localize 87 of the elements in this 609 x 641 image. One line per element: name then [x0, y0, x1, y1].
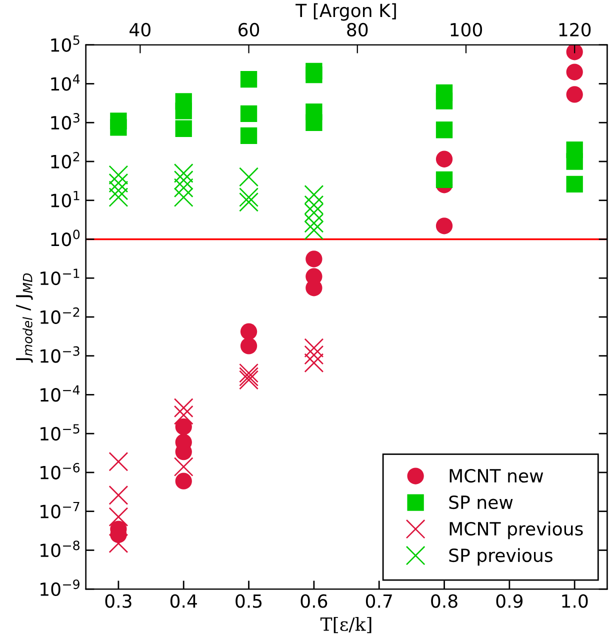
- y-tick-label: 10$^{−6}$: [40, 462, 80, 480]
- x2-tick-label: 80: [347, 22, 368, 37]
- legend-label: SP new: [449, 495, 513, 510]
- legend-label: MCNT previous: [450, 522, 583, 540]
- point: [304, 195, 324, 215]
- x2-tick-label: 40: [130, 22, 150, 37]
- y-tick-label: 10$^{−7}$: [40, 502, 80, 518]
- y-tick-label: 10$^{−4}$: [40, 385, 80, 402]
- point: [108, 165, 128, 185]
- point: [174, 163, 194, 183]
- y-tick-label: 10$^{−8}$: [40, 540, 80, 558]
- point: [239, 167, 258, 187]
- x-tick-label: 1.0: [562, 594, 588, 608]
- point: [306, 114, 322, 131]
- point: [240, 338, 258, 354]
- point: [239, 188, 258, 208]
- point: [304, 184, 324, 204]
- point: [304, 353, 324, 373]
- y-tick-label: 10$^{1}$: [51, 190, 80, 208]
- y-tick-label: 10$^{5}$: [51, 35, 80, 52]
- point: [306, 250, 322, 268]
- point: [108, 485, 128, 505]
- point: [436, 92, 453, 110]
- y-tick-label: 10$^{−1}$: [40, 268, 80, 286]
- point: [108, 507, 128, 527]
- point: [240, 127, 258, 144]
- point: [566, 44, 583, 60]
- point: [566, 86, 583, 103]
- point: [175, 102, 192, 120]
- y-axis-title: J$_{model}$ / J$_{MD}$: [16, 273, 33, 363]
- x2-tick-label: 120: [559, 22, 591, 37]
- y-tick-label: 10$^{−3}$: [40, 346, 80, 363]
- point: [304, 338, 324, 358]
- legend-label: SP previous: [449, 548, 552, 566]
- legend-label: MCNT new: [450, 468, 544, 483]
- point: [436, 150, 453, 168]
- point: [239, 192, 258, 212]
- point: [566, 64, 583, 80]
- point: [436, 122, 453, 138]
- point: [240, 70, 258, 88]
- y-tick-label: 10$^{4}$: [51, 74, 80, 91]
- point: [304, 203, 324, 222]
- point: [239, 370, 258, 390]
- point: [436, 171, 453, 188]
- point: [174, 405, 194, 425]
- point: [108, 534, 128, 554]
- y-tick-label: 10$^{−2}$: [40, 307, 80, 324]
- x2-tick-label: 100: [450, 22, 482, 37]
- point: [174, 188, 194, 208]
- point: [175, 472, 192, 490]
- point: [566, 176, 583, 193]
- y-tick-label: 10$^{2}$: [51, 152, 80, 168]
- x-tick-label: 0.3: [105, 594, 132, 608]
- point: [304, 213, 324, 233]
- x2-tick-label: 60: [238, 22, 260, 37]
- x-tick-label: 0.9: [496, 594, 523, 608]
- x-tick-label: 0.5: [236, 594, 262, 608]
- point: [239, 367, 258, 386]
- point: [174, 398, 194, 418]
- point: [239, 363, 258, 383]
- point: [108, 188, 128, 208]
- y-tick-label: 10$^{0}$: [51, 230, 80, 246]
- x-axis-title: T[ε/k]: [320, 616, 372, 634]
- point: [175, 418, 192, 436]
- point: [304, 345, 324, 365]
- point: [175, 120, 192, 137]
- point: [174, 170, 194, 190]
- point: [240, 323, 258, 340]
- point: [174, 457, 194, 477]
- x-tick-label: 0.6: [300, 594, 328, 608]
- point: [108, 452, 128, 472]
- point: [566, 153, 583, 170]
- point: [108, 173, 128, 193]
- point: [436, 218, 453, 234]
- point: [240, 105, 258, 122]
- point: [304, 220, 324, 240]
- y-tick-label: 10$^{−9}$: [40, 580, 80, 596]
- point: [110, 119, 127, 136]
- y-tick-label: 10$^{−5}$: [40, 424, 80, 441]
- point: [306, 66, 322, 84]
- x-tick-label: 0.4: [170, 594, 197, 608]
- y-tick-label: 10$^{3}$: [51, 113, 80, 130]
- x2-axis-title: T [Argon K]: [296, 3, 396, 21]
- point: [174, 178, 194, 198]
- x-tick-label: 0.8: [431, 594, 458, 608]
- x-tick-label: 0.7: [366, 594, 392, 608]
- point: [108, 180, 128, 200]
